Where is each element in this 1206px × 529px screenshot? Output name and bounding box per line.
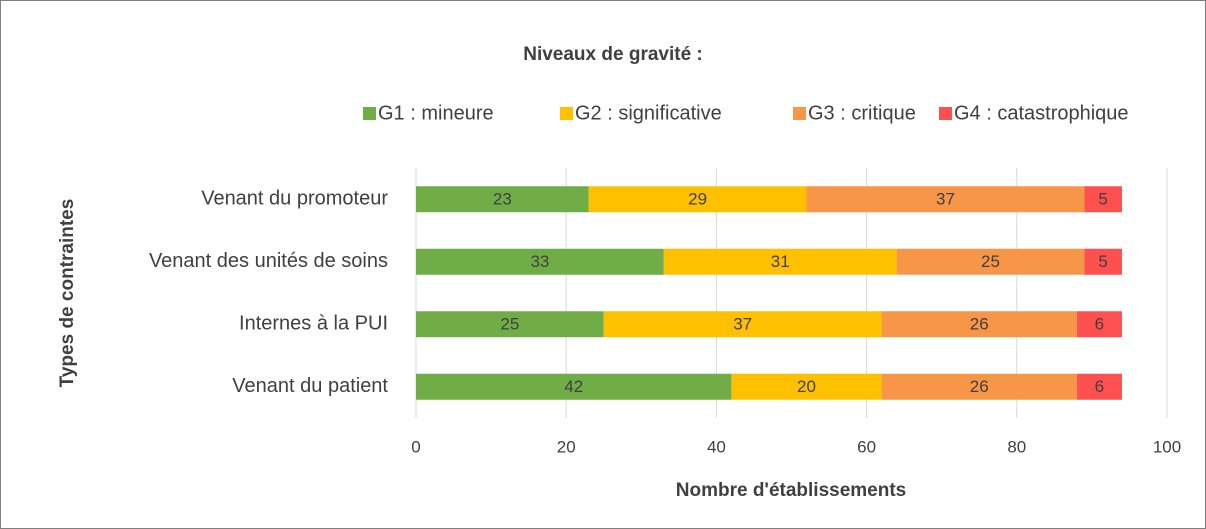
bar-segment bbox=[416, 373, 732, 400]
bar-segment bbox=[416, 248, 664, 275]
bar-segment bbox=[896, 248, 1085, 275]
data-label: 25 bbox=[500, 315, 519, 334]
bar-segment bbox=[806, 186, 1085, 213]
y-axis-label: Types de contraintes bbox=[57, 199, 78, 388]
x-axis-label: Nombre d'établissements bbox=[676, 480, 906, 501]
data-label: 26 bbox=[970, 377, 989, 396]
legend-swatch bbox=[939, 107, 952, 120]
legend-title: Niveaux de gravité : bbox=[523, 44, 703, 65]
data-label: 5 bbox=[1098, 190, 1107, 209]
data-label: 23 bbox=[493, 190, 512, 209]
bar-segment bbox=[1076, 373, 1122, 400]
data-label: 31 bbox=[771, 252, 790, 271]
y-tick-label: Venant du patient bbox=[232, 375, 388, 397]
x-tick-label: 40 bbox=[707, 437, 726, 456]
data-label: 6 bbox=[1095, 315, 1104, 334]
y-tick-label: Venant du promoteur bbox=[201, 188, 388, 210]
bar-segment bbox=[416, 311, 604, 338]
legend-label: G3 : critique bbox=[808, 102, 916, 124]
bar-segment bbox=[663, 248, 897, 275]
bar-segment bbox=[603, 311, 882, 338]
data-label: 6 bbox=[1095, 377, 1104, 396]
data-label: 5 bbox=[1098, 252, 1107, 271]
legend-swatch bbox=[363, 107, 376, 120]
bar-segment bbox=[1076, 311, 1122, 338]
data-label: 33 bbox=[530, 252, 549, 271]
legend-label: G4 : catastrophique bbox=[954, 102, 1129, 124]
data-label: 37 bbox=[936, 190, 955, 209]
legend-label: G1 : mineure bbox=[378, 102, 494, 124]
data-label: 26 bbox=[970, 315, 989, 334]
x-tick-label: 80 bbox=[1007, 437, 1026, 456]
bar-segment bbox=[416, 186, 589, 213]
y-tick-label: Venant des unités de soins bbox=[149, 250, 388, 272]
x-tick-label: 0 bbox=[411, 437, 420, 456]
legend-swatch bbox=[793, 107, 806, 120]
x-tick-label: 100 bbox=[1153, 437, 1181, 456]
data-label: 37 bbox=[733, 315, 752, 334]
y-tick-label: Internes à la PUI bbox=[239, 313, 388, 335]
legend-label: G2 : significative bbox=[575, 102, 722, 124]
bar-segment bbox=[1084, 248, 1122, 275]
bar-segment bbox=[881, 311, 1077, 338]
data-label: 20 bbox=[797, 377, 816, 396]
data-label: 29 bbox=[688, 190, 707, 209]
data-label: 42 bbox=[564, 377, 583, 396]
legend-swatch bbox=[560, 107, 573, 120]
x-tick-label: 60 bbox=[857, 437, 876, 456]
bar-segment bbox=[731, 373, 882, 400]
x-tick-label: 20 bbox=[557, 437, 576, 456]
bar-segment bbox=[1084, 186, 1122, 213]
data-label: 25 bbox=[981, 252, 1000, 271]
bar-segment bbox=[881, 373, 1077, 400]
bar-segment bbox=[588, 186, 807, 213]
